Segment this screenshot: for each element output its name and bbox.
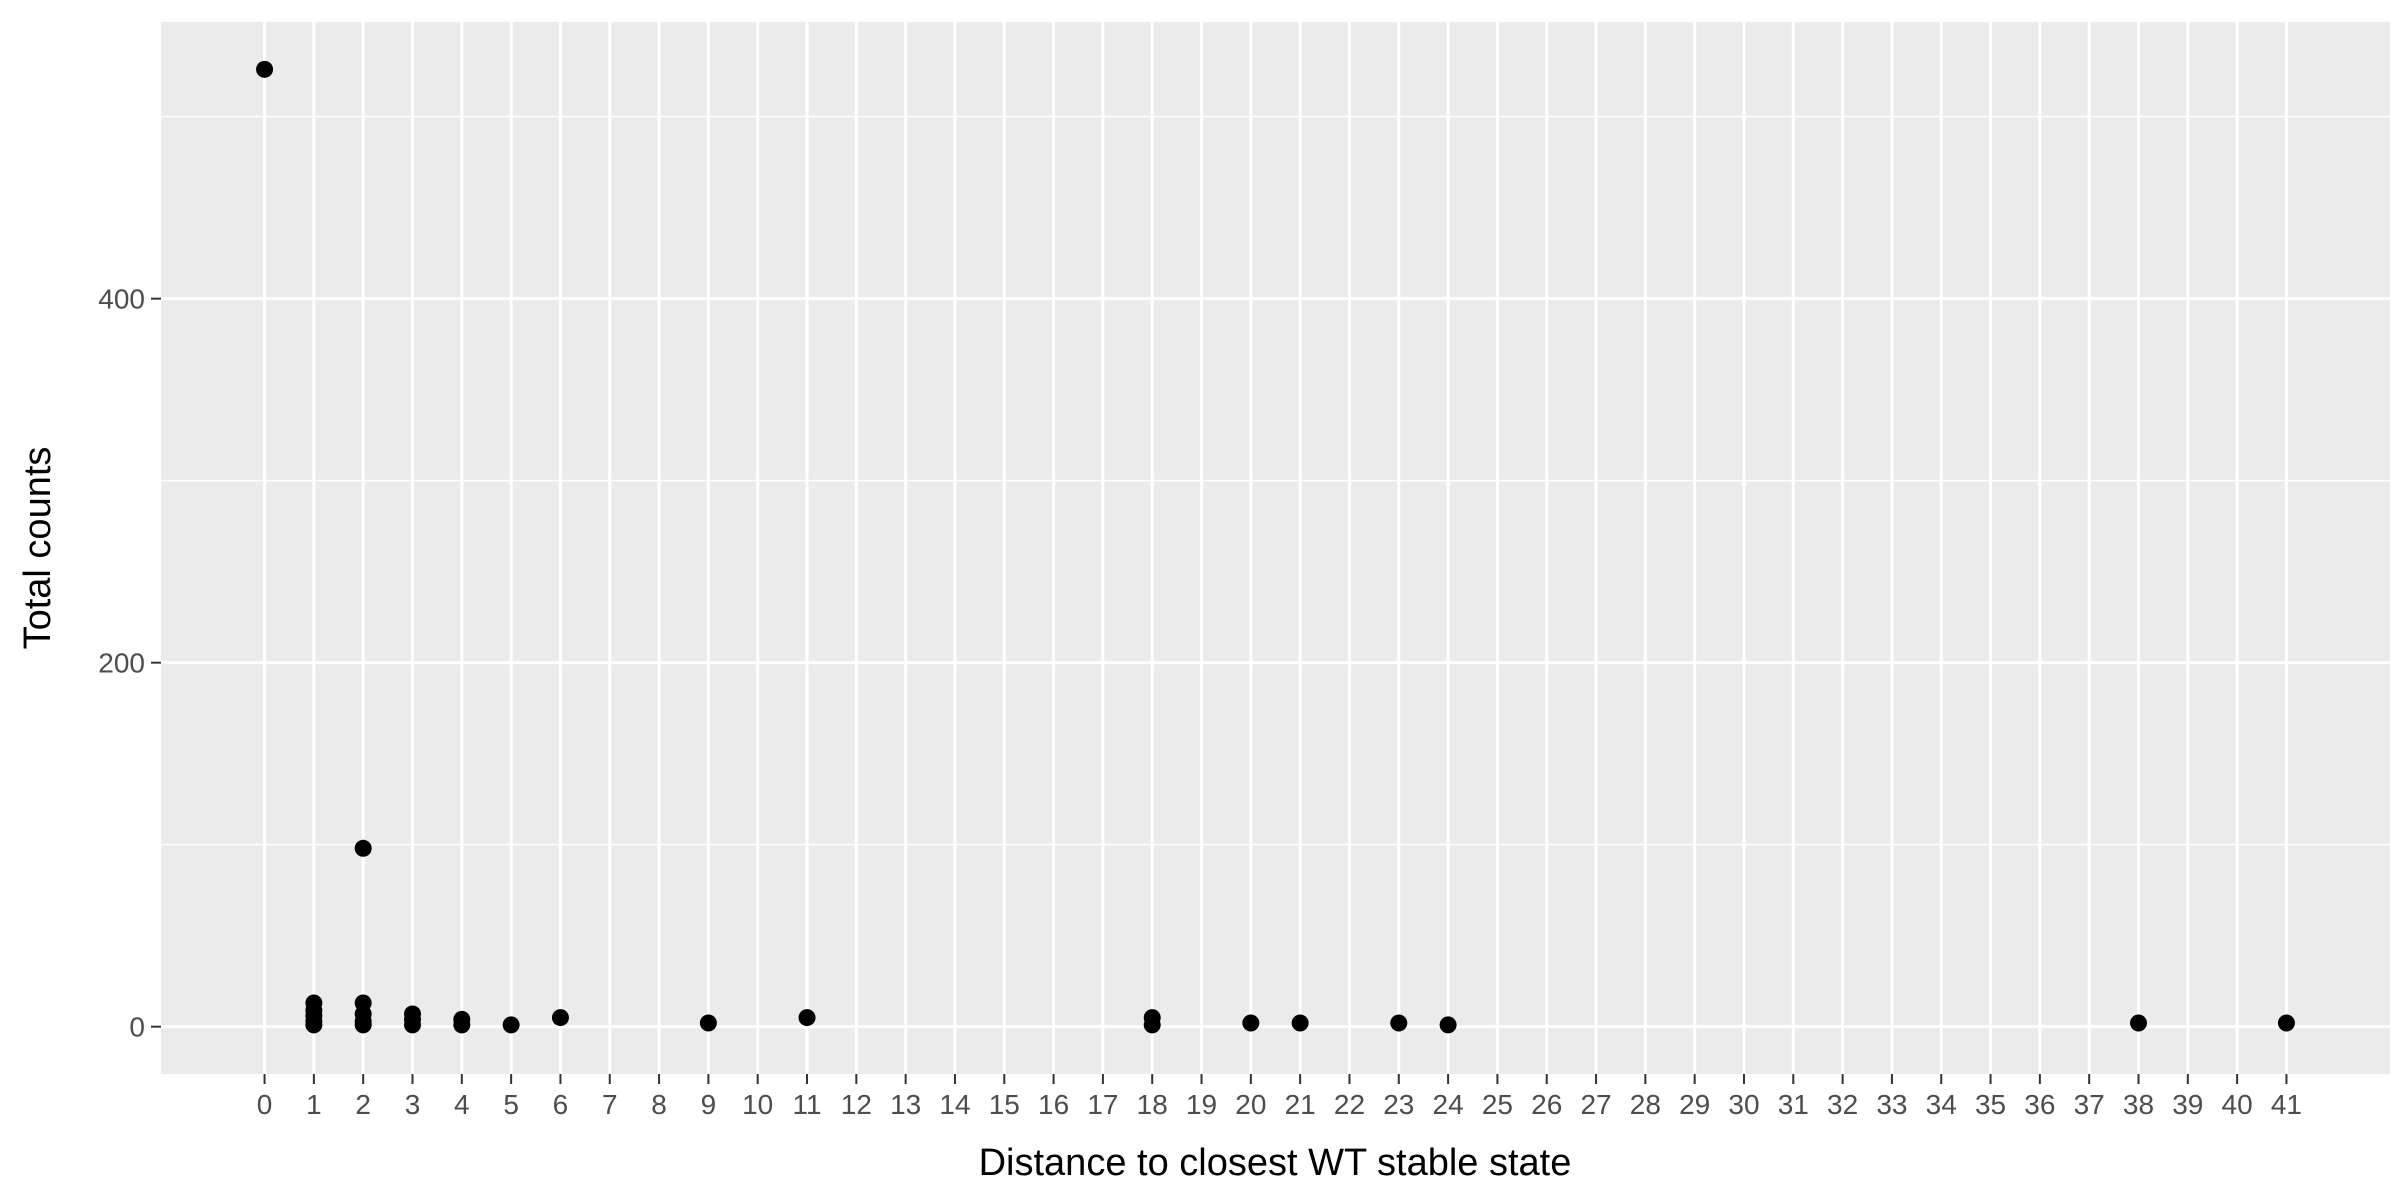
x-tick-label: 14	[939, 1089, 970, 1120]
y-tick-label: 200	[98, 648, 145, 679]
data-point	[1439, 1016, 1457, 1034]
data-point	[1390, 1014, 1408, 1032]
data-point	[1291, 1014, 1309, 1032]
x-tick-label: 24	[1433, 1089, 1464, 1120]
x-tick-label: 2	[355, 1089, 371, 1120]
y-axis: 0 200 400	[98, 284, 161, 1043]
x-tick-label: 35	[1975, 1089, 2006, 1120]
x-tick-label: 9	[701, 1089, 717, 1120]
x-tick-label: 12	[841, 1089, 872, 1120]
x-tick-label: 32	[1827, 1089, 1858, 1120]
x-axis: 0 1 2 3 4 5 6 7 8 9 10 11 12 13 14 15 16 17 18 19 20 21 22 23 24…	[257, 1074, 2302, 1120]
x-tick-label: 16	[1038, 1089, 1069, 1120]
data-point	[551, 1009, 569, 1027]
data-point	[2277, 1014, 2295, 1032]
y-tick-label: 0	[129, 1012, 145, 1043]
x-tick-label: 6	[553, 1089, 569, 1120]
data-point	[2129, 1014, 2147, 1032]
x-tick-label: 17	[1087, 1089, 1118, 1120]
x-tick-label: 21	[1285, 1089, 1316, 1120]
data-point	[699, 1014, 717, 1032]
x-tick-label: 7	[602, 1089, 618, 1120]
x-axis-title: Distance to closest WT stable state	[979, 1142, 1572, 1184]
data-point	[1143, 1016, 1161, 1034]
x-tick-label: 10	[742, 1089, 773, 1120]
major-gridlines	[161, 22, 2390, 1074]
data-point	[354, 839, 372, 857]
x-tick-label: 41	[2271, 1089, 2302, 1120]
data-point	[354, 1016, 372, 1034]
x-tick-label: 40	[2222, 1089, 2253, 1120]
x-tick-label: 39	[2172, 1089, 2203, 1120]
x-tick-label: 13	[890, 1089, 921, 1120]
data-point	[1242, 1014, 1260, 1032]
plot-panel	[161, 22, 2390, 1074]
x-tick-label: 33	[1876, 1089, 1907, 1120]
data-point	[404, 1016, 422, 1034]
x-tick-label: 34	[1926, 1089, 1957, 1120]
x-tick-label: 30	[1728, 1089, 1759, 1120]
x-tick-label: 0	[257, 1089, 273, 1120]
x-tick-label: 4	[454, 1089, 470, 1120]
data-point	[256, 60, 274, 78]
data-point	[305, 1016, 323, 1034]
data-point	[453, 1016, 471, 1034]
x-tick-label: 37	[2074, 1089, 2105, 1120]
x-tick-label: 28	[1630, 1089, 1661, 1120]
x-tick-label: 38	[2123, 1089, 2154, 1120]
x-tick-label: 15	[989, 1089, 1020, 1120]
y-axis-title: Total counts	[17, 447, 59, 650]
x-tick-label: 36	[2024, 1089, 2055, 1120]
x-tick-label: 3	[405, 1089, 421, 1120]
minor-gridlines	[161, 115, 2390, 846]
x-tick-label: 22	[1334, 1089, 1365, 1120]
x-tick-label: 5	[503, 1089, 519, 1120]
x-tick-label: 25	[1482, 1089, 1513, 1120]
x-tick-label: 8	[651, 1089, 667, 1120]
x-tick-label: 26	[1531, 1089, 1562, 1120]
x-tick-label: 11	[792, 1089, 821, 1120]
x-tick-label: 31	[1778, 1089, 1809, 1120]
data-points	[256, 60, 2295, 1034]
x-tick-label: 27	[1580, 1089, 1611, 1120]
x-tick-label: 1	[306, 1089, 322, 1120]
x-tick-label: 18	[1137, 1089, 1168, 1120]
data-point	[798, 1009, 816, 1027]
x-tick-label: 23	[1383, 1089, 1414, 1120]
x-tick-label: 29	[1679, 1089, 1710, 1120]
data-point	[502, 1016, 520, 1034]
x-tick-label: 20	[1235, 1089, 1266, 1120]
x-tick-label: 19	[1186, 1089, 1217, 1120]
y-tick-label: 400	[98, 284, 145, 315]
